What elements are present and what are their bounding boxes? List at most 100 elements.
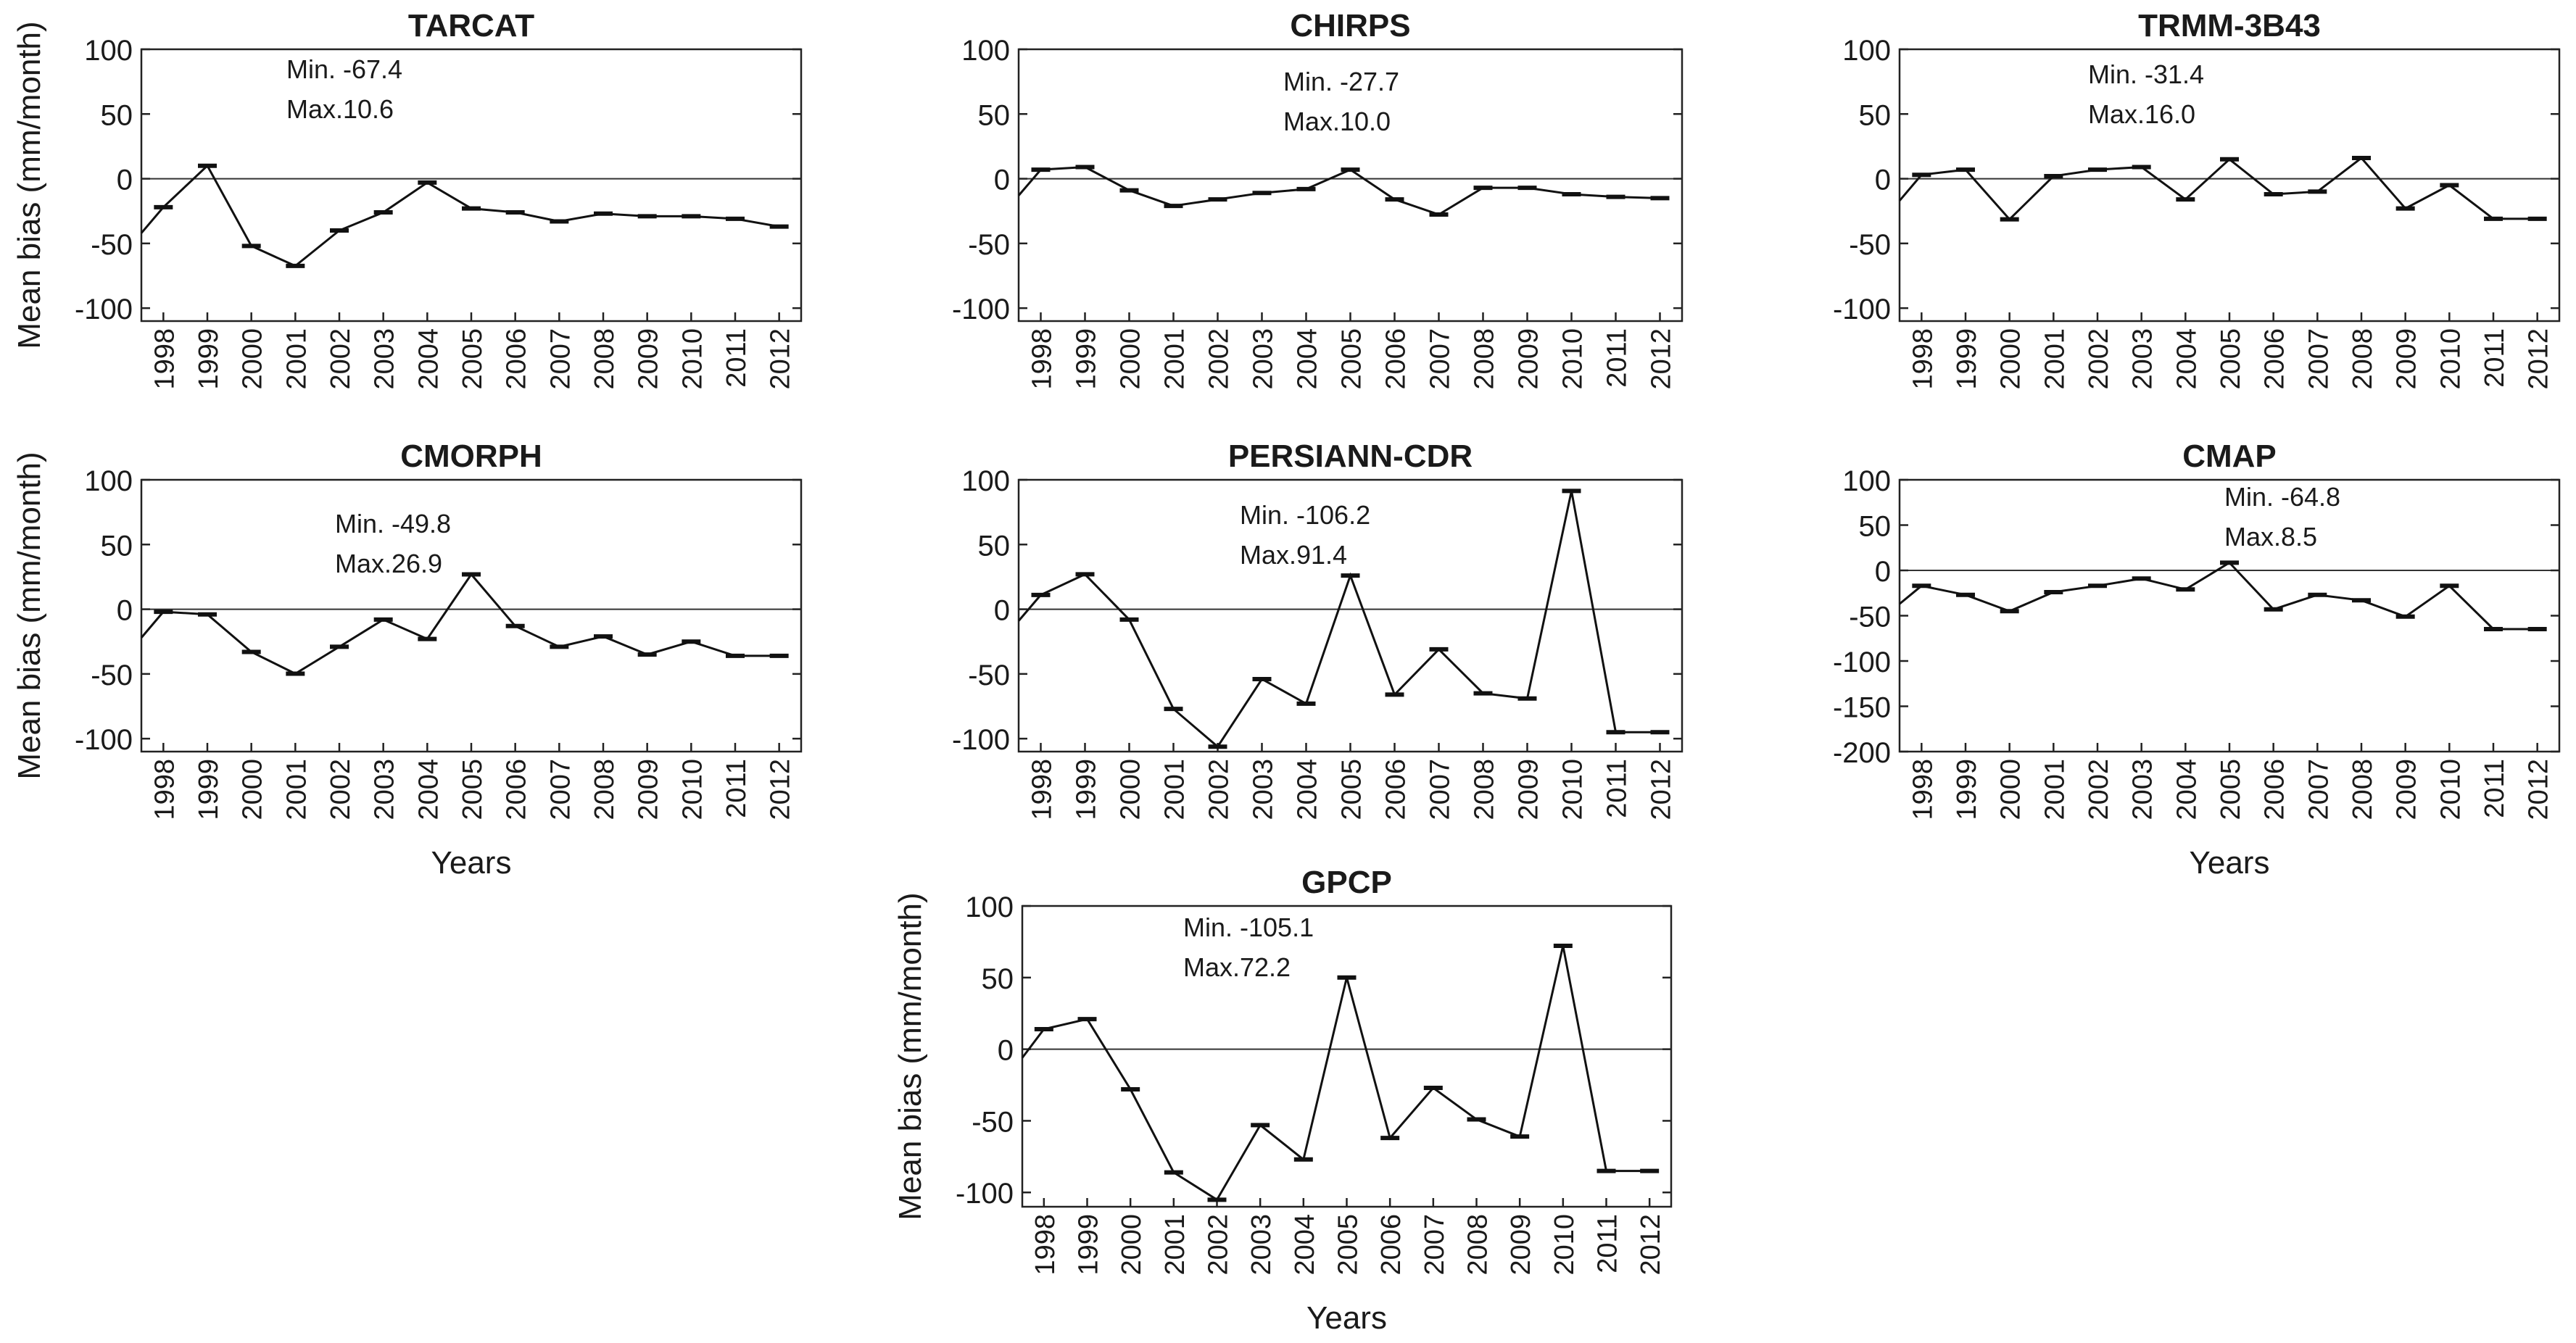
y-tick-label: 50 [101, 530, 133, 562]
y-tick-label: 100 [84, 35, 133, 67]
x-tick-label: 2006 [2260, 328, 2290, 390]
y-tick-label: -50 [972, 1106, 1014, 1138]
chart-panel-tarcat: TARCAT -100 -50 0 50 100 1998 1999 2000 2001 2002 2… [12, 8, 803, 390]
x-tick-label: 2011 [2480, 759, 2510, 818]
y-tick-label: 100 [84, 465, 133, 497]
x-tick-label: 2009 [2392, 328, 2422, 390]
y-tick-label: -150 [1833, 692, 1891, 724]
x-tick-label: 2005 [457, 328, 488, 390]
x-tick-label: 2004 [1293, 328, 1323, 390]
x-tick-label: 2011 [2480, 328, 2510, 388]
y-tick-label: 0 [994, 165, 1010, 196]
x-tick-label: 2006 [2260, 759, 2290, 820]
chart-title: GPCP [1301, 865, 1392, 900]
x-tick-label: 2012 [2524, 328, 2554, 390]
x-tick-label: 2012 [766, 759, 796, 820]
x-tick-label: 2005 [1337, 759, 1367, 820]
x-tick-label: 2008 [2348, 759, 2378, 820]
y-tick-label: -50 [968, 229, 1010, 261]
x-tick-label: 1999 [1952, 759, 1982, 820]
y-tick-label: -100 [956, 1178, 1014, 1210]
chart-panel-chirps: CHIRPS -100 -50 0 50 100 1998 1999 2000 2001 2002 2… [952, 8, 1683, 390]
y-tick-label: -100 [75, 724, 133, 756]
y-tick-label: 50 [982, 963, 1014, 995]
min-annotation: Min. -105.1 [1183, 912, 1314, 942]
y-axis-label: Mean bias (mm/month) [12, 452, 47, 779]
x-tick-label: 2008 [589, 328, 620, 390]
series-line [140, 164, 779, 267]
y-tick-label: 50 [1859, 511, 1892, 543]
x-tick-label: 2010 [2435, 328, 2466, 390]
x-tick-label: 2007 [545, 328, 576, 390]
x-tick-label: 1998 [1908, 328, 1938, 390]
x-tick-label: 2005 [1333, 1214, 1364, 1276]
x-tick-label: 2008 [1470, 328, 1500, 390]
x-tick-label: 1998 [149, 328, 180, 390]
x-tick-label: 2004 [1290, 1214, 1320, 1276]
x-tick-label: 2004 [413, 759, 444, 820]
min-annotation: Min. -106.2 [1240, 500, 1370, 530]
chart-title: PERSIANN-CDR [1228, 438, 1473, 474]
x-tick-label: 2001 [2039, 328, 2070, 390]
max-annotation: Max.10.0 [1283, 107, 1391, 136]
y-tick-label: -200 [1833, 737, 1891, 769]
x-tick-label: 2007 [1425, 328, 1456, 390]
x-tick-label: 1999 [1072, 759, 1102, 820]
x-tick-label: 2009 [2392, 759, 2422, 820]
chart-title: TRMM-3B43 [2138, 8, 2321, 43]
y-tick-label: -100 [952, 294, 1010, 325]
chart-title: CMAP [2182, 438, 2277, 474]
min-annotation: Min. -64.8 [2224, 482, 2340, 512]
x-tick-label: 2005 [2216, 328, 2246, 390]
x-tick-label: 2009 [1514, 759, 1544, 820]
x-tick-label: 2001 [1160, 328, 1190, 390]
x-tick-label: 2007 [2303, 759, 2334, 820]
chart-panel-persiann-cdr: PERSIANN-CDR -100 -50 0 50 100 1998 1999 2000 200… [952, 438, 1683, 820]
x-tick-label: 2005 [2216, 759, 2246, 820]
x-tick-label: 2002 [326, 759, 356, 820]
y-tick-label: 50 [1859, 99, 1892, 131]
x-tick-label: 2002 [2084, 759, 2114, 820]
x-tick-label: 2003 [370, 328, 400, 390]
x-tick-label: 1999 [194, 328, 224, 390]
x-tick-label: 2001 [1160, 1214, 1190, 1276]
x-axis-label: Years [2190, 845, 2270, 881]
x-tick-label: 1998 [149, 759, 180, 820]
axes-frame [140, 478, 803, 753]
x-tick-label: 2012 [1647, 328, 1677, 390]
x-tick-label: 2011 [1602, 759, 1633, 818]
x-tick-label: 2009 [634, 759, 664, 820]
max-annotation: Max.26.9 [335, 549, 442, 578]
x-tick-label: 2004 [413, 328, 444, 390]
x-tick-label: 2006 [502, 759, 532, 820]
x-tick-label: 2012 [766, 328, 796, 390]
x-tick-label: 2003 [1248, 328, 1279, 390]
x-tick-label: 1998 [1030, 1214, 1061, 1276]
series-line [140, 573, 779, 675]
x-tick-label: 2000 [1996, 759, 2026, 820]
max-annotation: Max.16.0 [2088, 99, 2195, 129]
x-tick-label: 2001 [281, 328, 312, 390]
x-tick-label: 1999 [1072, 328, 1102, 390]
max-annotation: Max.91.4 [1240, 540, 1347, 570]
min-annotation: Min. -67.4 [286, 54, 402, 84]
x-tick-label: 2010 [1558, 759, 1589, 820]
axes-frame [1898, 48, 2561, 323]
series-line [1017, 165, 1660, 216]
x-tick-label: 2008 [589, 759, 620, 820]
chart-panel-gpcp: GPCP -100 -50 0 50 100 1998 1999 2000 2001 2002 200… [893, 865, 1673, 1336]
x-tick-label: 1998 [1027, 759, 1058, 820]
x-tick-label: 2001 [1160, 759, 1190, 820]
x-tick-label: 2004 [2171, 328, 2202, 390]
x-tick-label: 2011 [721, 328, 752, 388]
x-tick-label: 2007 [1420, 1214, 1450, 1276]
y-tick-label: 0 [1875, 556, 1891, 588]
series-line [1898, 156, 2538, 221]
y-tick-label: 0 [998, 1035, 1014, 1067]
y-tick-label: 50 [978, 99, 1011, 131]
y-tick-label: 0 [117, 165, 133, 196]
x-axis-label: Years [1306, 1300, 1387, 1336]
y-tick-label: -50 [91, 660, 133, 691]
x-tick-label: 2010 [1549, 1214, 1580, 1276]
